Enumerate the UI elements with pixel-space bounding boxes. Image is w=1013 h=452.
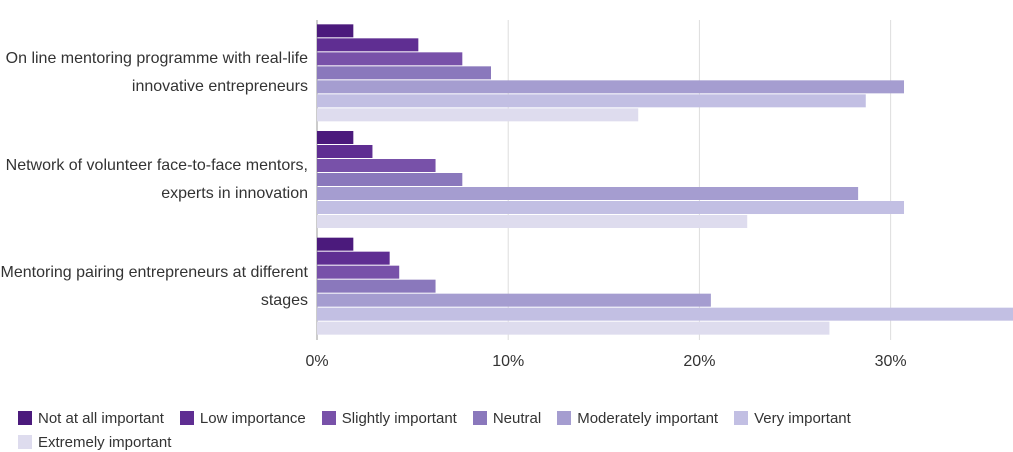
- bar: [317, 237, 354, 251]
- bar: [317, 201, 905, 214]
- bar: [317, 66, 491, 80]
- bar: [317, 279, 436, 293]
- legend-label: Moderately important: [577, 409, 719, 427]
- legend-swatch: [179, 411, 194, 425]
- legend-item: Moderately important: [557, 408, 718, 428]
- bar: [317, 24, 354, 38]
- bar: [317, 108, 639, 122]
- legend: Not at all important Low importance Slight…: [18, 408, 1013, 452]
- legend-label: Low importance: [199, 409, 306, 427]
- legend-item: Low importance: [179, 408, 306, 428]
- legend-swatch: [321, 411, 336, 425]
- bar: [317, 52, 463, 66]
- legend-swatch: [472, 411, 487, 425]
- x-tick-label: 10%: [492, 353, 524, 370]
- x-tick-label: 20%: [683, 353, 715, 370]
- bar: [317, 265, 400, 279]
- bar: [317, 80, 905, 94]
- legend-item: Slightly important: [321, 408, 457, 428]
- legend-item: Neutral: [472, 408, 542, 428]
- legend-label: Neutral: [492, 409, 542, 427]
- category-label: Mentoring pairing entrepreneurs at diffe…: [0, 263, 308, 309]
- legend-label: Extremely important: [38, 433, 172, 451]
- legend-label: Very important: [754, 409, 851, 427]
- bar: [317, 38, 419, 52]
- bar: [317, 159, 436, 172]
- bar: [317, 145, 373, 158]
- plot: 0% 10% 20% 30%: [305, 20, 1013, 370]
- legend-swatch: [18, 411, 32, 425]
- bar: [317, 187, 859, 200]
- bar: [317, 321, 830, 335]
- legend-item: Not at all important: [18, 408, 164, 428]
- legend-swatch: [734, 411, 749, 425]
- legend-label: Not at all important: [38, 409, 164, 427]
- x-tick-label: 0%: [305, 353, 328, 370]
- bar: [317, 307, 1013, 321]
- bar: [317, 173, 463, 186]
- category-label: Network of volunteer face-to-face mentor…: [5, 157, 308, 202]
- legend-swatch: [557, 411, 572, 425]
- bar: [317, 251, 390, 265]
- legend-item: Extremely important: [18, 432, 171, 452]
- bar: [317, 94, 866, 108]
- category-label: On line mentoring programme with real-li…: [5, 50, 308, 96]
- legend-item: Very important: [734, 408, 851, 428]
- bar: [317, 293, 711, 307]
- legend-swatch: [18, 435, 32, 449]
- bar: [317, 131, 354, 144]
- legend-label: Slightly important: [341, 409, 457, 427]
- bar: [317, 215, 748, 228]
- x-tick-label: 30%: [875, 353, 907, 370]
